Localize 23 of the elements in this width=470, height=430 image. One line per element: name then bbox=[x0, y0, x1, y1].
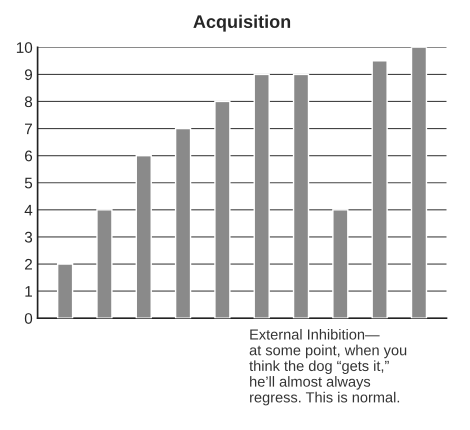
bar bbox=[371, 60, 388, 318]
bar bbox=[332, 209, 349, 318]
y-tick-label: 10 bbox=[16, 42, 32, 53]
y-tick-label: 7 bbox=[25, 124, 32, 134]
y-tick-label: 5 bbox=[24, 178, 32, 188]
bar bbox=[96, 209, 113, 318]
y-tick-label: 4 bbox=[24, 204, 32, 216]
bar bbox=[56, 263, 74, 318]
y-tick-label: 6 bbox=[25, 150, 32, 162]
chart-title: Acquisition bbox=[193, 14, 290, 32]
y-tick-label: 1 bbox=[25, 286, 32, 297]
bar bbox=[254, 74, 270, 318]
bar bbox=[292, 74, 310, 318]
bar bbox=[174, 128, 192, 318]
y-tick-label: 2 bbox=[25, 258, 32, 270]
bar bbox=[410, 47, 428, 318]
y-tick-label: 8 bbox=[24, 96, 32, 108]
text: External Inhibition— at some point, when you think the dog “gets it,” he’ll almost always regress. This is normal. bbox=[249, 328, 406, 406]
bar bbox=[214, 100, 231, 318]
y-tick-label: 3 bbox=[24, 232, 32, 243]
y-tick-label: 9 bbox=[24, 69, 32, 80]
bar bbox=[136, 154, 152, 318]
y-tick-label: 0 bbox=[24, 313, 32, 324]
